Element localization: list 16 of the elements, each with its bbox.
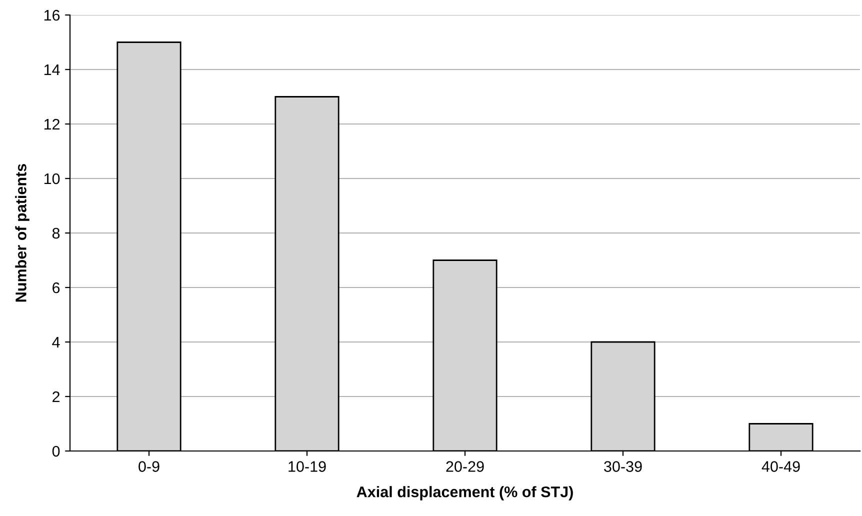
y-tick-label: 4 (52, 337, 60, 348)
x-tick-label: 30-39 (604, 461, 642, 472)
x-tick-label: 20-29 (446, 461, 484, 472)
y-tick-label: 6 (52, 282, 60, 294)
y-tick-label: 2 (52, 391, 60, 402)
x-axis-title: Axial displacement (% of STJ) (356, 486, 573, 500)
y-tick-label: 12 (44, 118, 60, 130)
x-tick-label: 10-19 (288, 461, 326, 472)
y-tick-label: 10 (44, 173, 60, 184)
y-tick-label: 16 (44, 10, 60, 21)
y-tick-label: 14 (44, 64, 60, 76)
x-tick-label: 0-9 (138, 461, 160, 472)
y-axis-title: Number of patients (15, 164, 30, 302)
x-tick-label: 40-49 (762, 461, 800, 472)
y-tick-label: 8 (52, 228, 60, 239)
y-tick-label: 0 (52, 446, 60, 457)
